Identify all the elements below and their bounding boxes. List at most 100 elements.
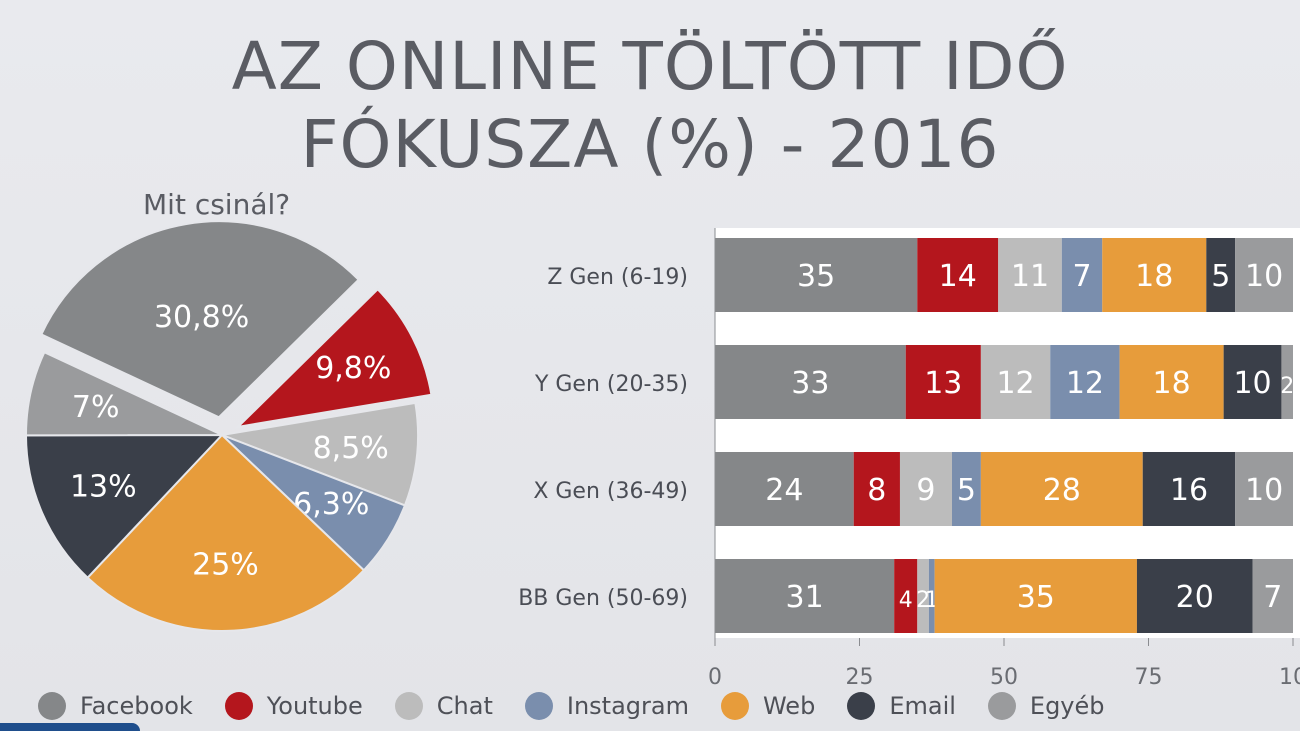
bar-data-label: 2 — [1280, 374, 1294, 399]
legend-swatch — [720, 692, 749, 720]
corner-tab — [0, 723, 140, 731]
bar-segment-youtube — [917, 238, 999, 312]
bar-segment-youtube — [894, 559, 918, 633]
bar-data-label: 18 — [1135, 259, 1173, 294]
bar-segment-facebook — [715, 238, 918, 312]
pie-label-egy-b: 7% — [72, 390, 120, 425]
legend-swatch — [524, 692, 553, 720]
bar-data-label: 13 — [924, 366, 962, 401]
pie-label-youtube: 9,8% — [315, 351, 391, 386]
bar-segment-email — [1142, 452, 1236, 526]
legend-item-egy-b: Egyéb — [987, 692, 1105, 720]
bar-segment-facebook — [715, 559, 895, 633]
legend-label: Web — [762, 692, 816, 720]
bar-segment-chat — [980, 345, 1051, 419]
pie-label-web: 25% — [192, 547, 259, 582]
bar-segment-email — [1206, 238, 1236, 312]
bar-data-label: 8 — [867, 473, 886, 508]
title-line-1: AZ ONLINE TÖLTÖTT IDŐ — [231, 28, 1069, 105]
bar-segment-instagram — [1061, 238, 1103, 312]
bar-segment-chat — [899, 452, 952, 526]
bar-data-label: 10 — [1245, 259, 1283, 294]
pie-label-chat: 8,5% — [313, 431, 389, 466]
bar-data-label: 7 — [1263, 580, 1282, 615]
bar-data-label: 33 — [791, 366, 829, 401]
pie-chart: 30,8%9,8%8,5%6,3%25%13%7% — [24, 220, 433, 632]
legend-swatch — [847, 692, 876, 720]
legend-item-web: Web — [720, 692, 816, 720]
bar-segment-facebook — [715, 452, 854, 526]
bar-data-label: 12 — [996, 366, 1034, 401]
bar-data-label: 24 — [765, 473, 803, 508]
legend-label: Instagram — [566, 692, 689, 720]
legend-item-youtube: Youtube — [224, 692, 363, 720]
chart-legend: Facebook Youtube Chat Instagram Web Email Egyé… — [38, 692, 1137, 720]
legend-item-chat: Chat — [394, 692, 493, 720]
legend-label: Chat — [436, 692, 493, 720]
pie-slice-email — [24, 433, 225, 580]
x-tick-label: 75 — [1135, 665, 1163, 690]
legend-item-facebook: Facebook — [38, 692, 193, 720]
pie-slice-facebook — [39, 220, 361, 419]
bar-segment-web — [1102, 238, 1207, 312]
bar-segment-egy-b — [1235, 452, 1293, 526]
bar-segment-instagram — [1050, 345, 1120, 419]
pie-slice-youtube — [235, 287, 433, 429]
bar-segment-email — [1136, 559, 1253, 633]
pie-label-email: 13% — [70, 469, 137, 504]
bar-segment-email — [1223, 345, 1282, 419]
bar-data-label: 11 — [1011, 259, 1049, 294]
bar-data-label: 10 — [1245, 473, 1283, 508]
bar-segment-youtube — [853, 452, 900, 526]
category-label: Z Gen (6-19) — [547, 265, 688, 290]
legend-item-email: Email — [847, 692, 956, 720]
bar-data-label: 5 — [957, 473, 976, 508]
legend-swatch — [38, 692, 66, 720]
bar-segment-instagram — [951, 452, 981, 526]
bar-segment-web — [1119, 345, 1224, 419]
legend-label: Facebook — [80, 692, 193, 720]
legend-label: Egyéb — [1029, 692, 1105, 720]
bar-data-label: 35 — [1017, 580, 1055, 615]
legend-item-instagram: Instagram — [524, 692, 689, 720]
category-label: Y Gen (20-35) — [534, 372, 688, 397]
legend-label: Email — [889, 692, 956, 720]
pie-label-facebook: 30,8% — [154, 300, 249, 335]
pie-slice-web — [86, 433, 366, 632]
stacked-bar-chart: Z Gen (6-19) 35 14 11 7 18 5 10 Y Gen (20-35) 33 1… — [518, 228, 1300, 690]
bar-data-label: 14 — [939, 259, 977, 294]
bar-segment-instagram — [928, 559, 935, 633]
category-label: X Gen (36-49) — [533, 479, 688, 504]
bar-data-label: 9 — [916, 473, 935, 508]
bar-data-label: 31 — [785, 580, 823, 615]
x-tick-label: 25 — [846, 665, 874, 690]
bar-data-label: 5 — [1211, 259, 1230, 294]
legend-swatch — [394, 692, 423, 720]
bar-data-label: 18 — [1153, 366, 1191, 401]
bar-segment-youtube — [905, 345, 981, 419]
bar-segment-facebook — [715, 345, 906, 419]
bar-segment-chat — [998, 238, 1062, 312]
bar-data-label: 2 — [916, 588, 930, 613]
bar-segment-egy-b — [1235, 238, 1293, 312]
x-tick-label: 0 — [708, 665, 722, 690]
bar-data-label: 16 — [1170, 473, 1208, 508]
bar-data-label: 10 — [1233, 366, 1271, 401]
bar-data-label: 7 — [1072, 259, 1091, 294]
bar-data-label: 4 — [899, 588, 913, 613]
bar-segment-egy-b — [1252, 559, 1293, 633]
bar-data-label: 28 — [1043, 473, 1081, 508]
pie-slice-chat — [218, 401, 419, 507]
legend-label: Youtube — [266, 692, 363, 720]
x-tick-label: 10 — [1279, 665, 1300, 690]
legend-swatch — [987, 692, 1016, 720]
bar-segment-web — [934, 559, 1137, 633]
bar-segment-egy-b — [1281, 345, 1293, 419]
legend-swatch — [224, 692, 253, 720]
bar-segment-chat — [917, 559, 929, 633]
bar-segment-web — [980, 452, 1143, 526]
bar-data-label: 35 — [797, 259, 835, 294]
bar-data-label: 20 — [1176, 580, 1214, 615]
x-tick-label: 50 — [990, 665, 1018, 690]
